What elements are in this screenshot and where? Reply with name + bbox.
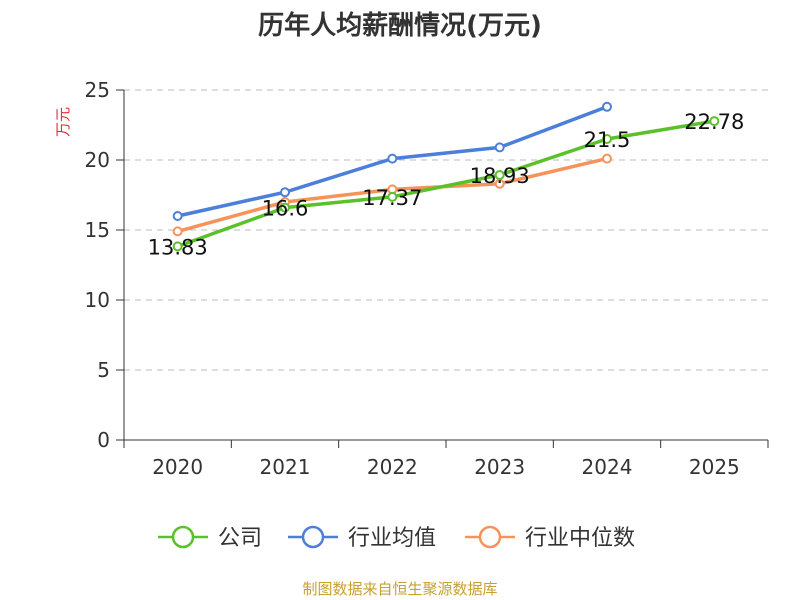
data-point-0: [494, 169, 505, 180]
y-tick-label: 5: [97, 358, 110, 382]
x-tick-label: 2020: [152, 455, 203, 479]
x-tick-label: 2023: [474, 455, 525, 479]
legend-label: 行业中位数: [525, 526, 635, 551]
data-point-1: [280, 187, 290, 198]
chart-title: 历年人均薪酬情况(万元): [258, 10, 542, 41]
legend-label: 行业均值: [348, 526, 436, 551]
source-note: 制图数据来自恒生聚源数据库: [302, 580, 497, 598]
data-point-1: [172, 211, 183, 221]
x-tick-label: 2021: [260, 455, 311, 479]
y-axis-label: 万元: [54, 107, 72, 137]
legend-label: 公司: [218, 526, 262, 551]
data-point-0: [709, 116, 720, 127]
data-labels: 13.83 16.6 17.37 18.93 21.5 22.78: [148, 110, 745, 259]
y-tick-label: 20: [85, 148, 110, 172]
data-point-1: [387, 153, 398, 164]
y-tick-label: 25: [85, 78, 110, 102]
y-tick-label: 10: [85, 288, 110, 312]
data-point-0: [602, 134, 612, 144]
data-point-2: [602, 153, 612, 164]
grid-lines: [124, 89, 768, 371]
data-point-0: [172, 241, 183, 252]
data-point-1: [494, 142, 505, 153]
data-point-1: [602, 101, 612, 112]
data-label: 21.5: [584, 128, 631, 152]
x-tick-label: 2022: [367, 455, 418, 479]
data-label: 22.78: [684, 110, 744, 134]
legend: 公司 行业均值 行业中位数: [158, 525, 635, 551]
x-tick-label: 2025: [689, 455, 740, 479]
data-point-2: [172, 226, 183, 237]
data-label: 16.6: [262, 197, 309, 221]
series-line-0: [177, 119, 715, 249]
data-label: 18.93: [470, 164, 530, 188]
data-point-0: [387, 191, 398, 202]
x-tick-label: 2024: [582, 455, 633, 479]
series-group: [172, 101, 720, 252]
y-tick-label: 0: [97, 428, 110, 452]
legend-swatch-marker: [301, 525, 325, 549]
y-tick-label: 15: [85, 218, 110, 242]
data-label: 17.37: [362, 186, 422, 210]
legend-swatch-marker: [478, 525, 502, 549]
legend-swatch-marker: [171, 525, 195, 549]
data-label: 13.83: [148, 235, 208, 259]
data-point-0: [280, 202, 290, 213]
